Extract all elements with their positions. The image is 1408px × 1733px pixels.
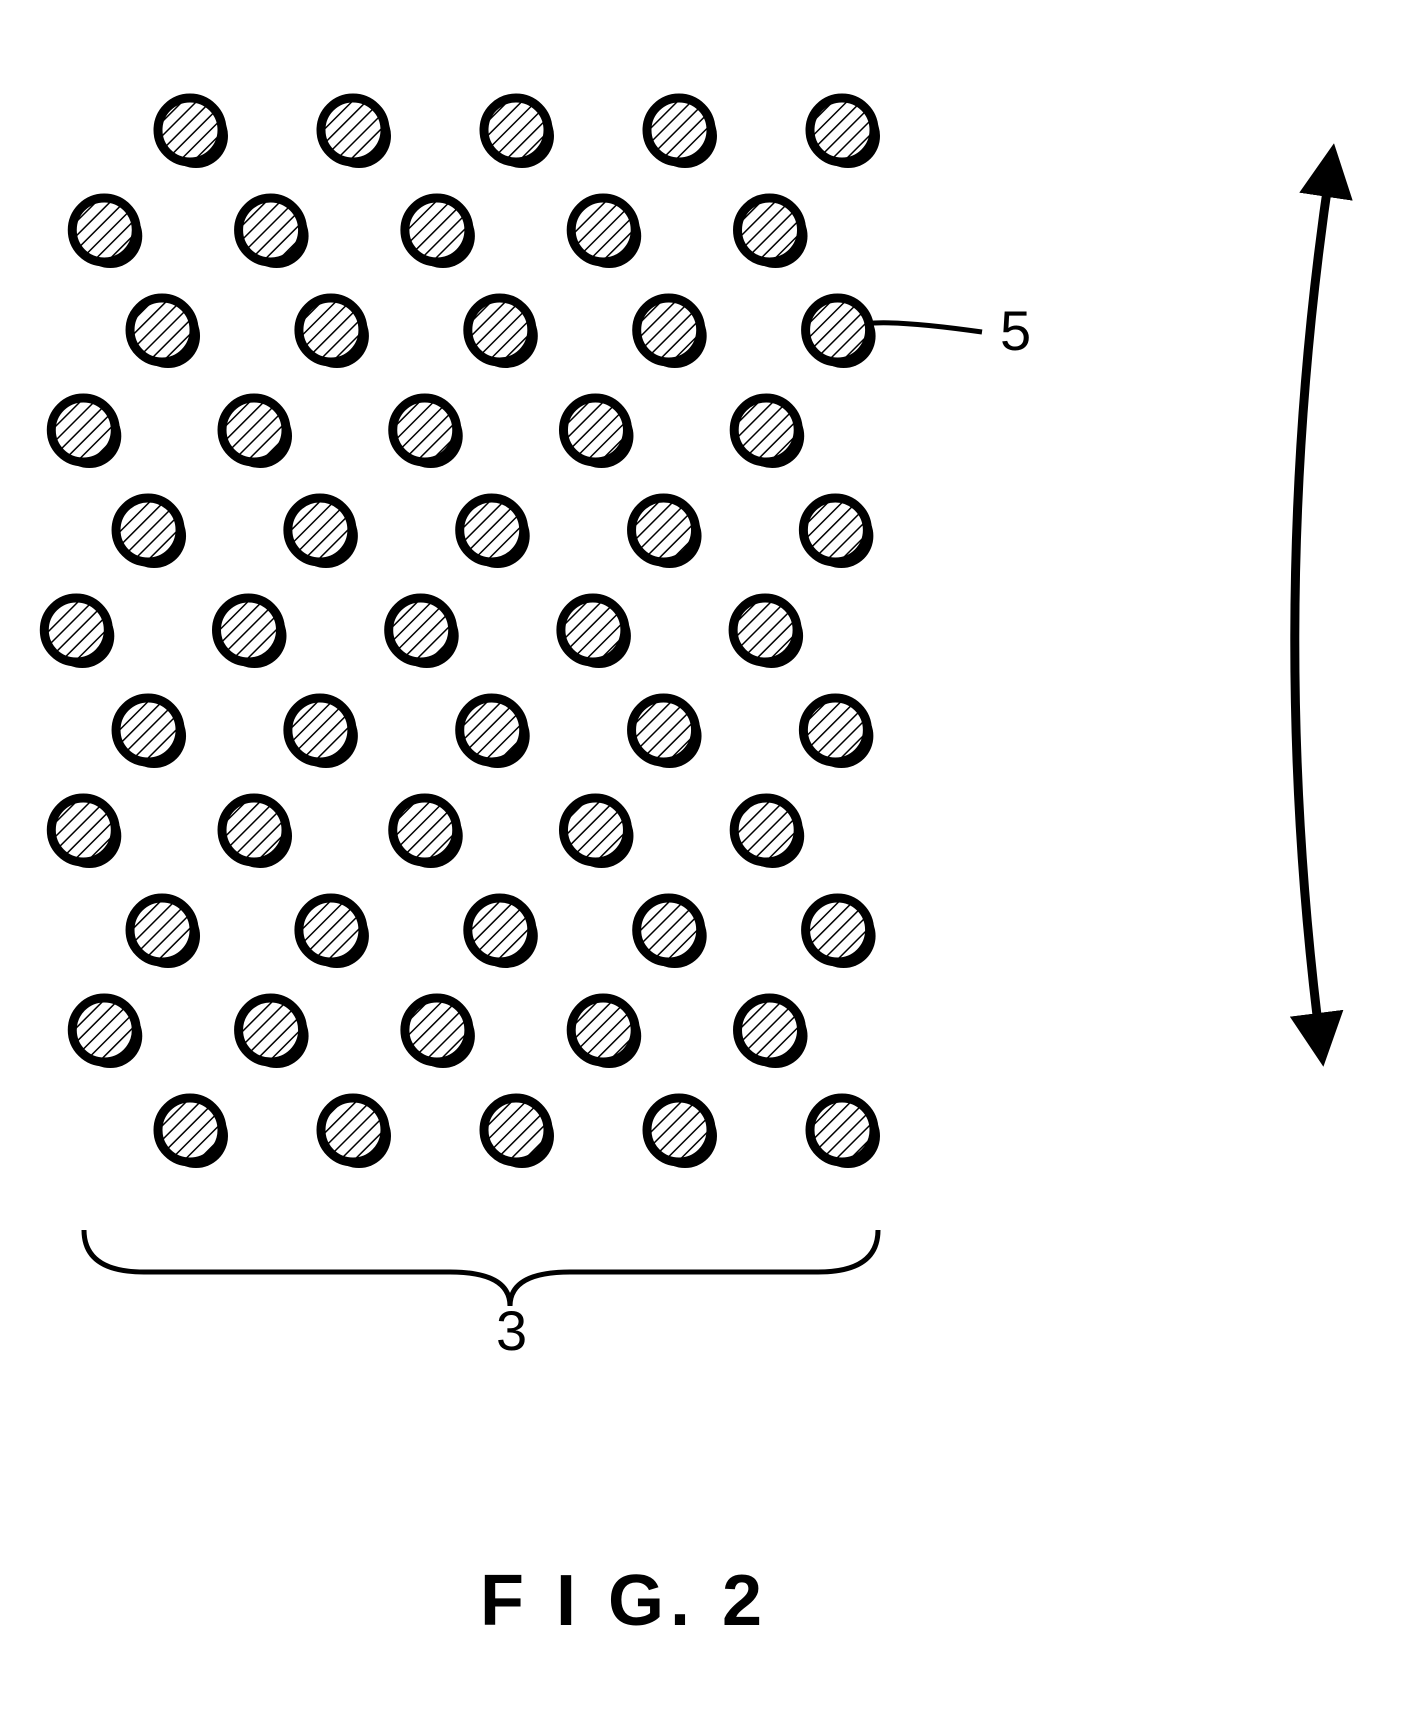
grid-dot [810,1098,874,1162]
grid-dot [116,498,180,562]
grid-dot [130,298,194,362]
grid-dot [405,998,469,1062]
grid-dot [239,998,303,1062]
grid-dot [571,198,635,262]
grid-dot [116,698,180,762]
grid-dot [321,1098,385,1162]
bottom-brace [84,1230,878,1306]
grid-dot [158,98,222,162]
grid-dot [637,298,701,362]
grid-dot [460,498,524,562]
grid-dot [72,198,136,262]
grid-dot [484,98,548,162]
grid-dot [806,898,870,962]
grid-dot [803,698,867,762]
grid-dot [239,198,303,262]
callout-label-5: 5 [1000,299,1031,362]
grid-dot [647,98,711,162]
grid-dot [561,598,625,662]
leader-line-5 [866,323,982,332]
grid-dot [806,298,870,362]
grid-dot [44,598,108,662]
grid-dot [217,598,281,662]
grid-dot [734,398,798,462]
grid-dot [299,898,363,962]
grid-dot [738,998,802,1062]
grid-dot [563,798,627,862]
grid-dot [738,198,802,262]
grid-dot [51,798,115,862]
grid-dot [637,898,701,962]
grid-dot [130,898,194,962]
grid-dot [72,998,136,1062]
grid-dot [321,98,385,162]
grid-dot [222,398,286,462]
grid-dot [468,298,532,362]
grid-dot [632,698,696,762]
grid-dot [733,598,797,662]
grid-dot [288,698,352,762]
grid-dot [299,298,363,362]
grid-dot [632,498,696,562]
grid-dot [810,98,874,162]
grid-dot [51,398,115,462]
grid-dot [389,598,453,662]
callout-label-3: 3 [496,1299,527,1362]
grid-dot [393,798,457,862]
grid-dot [571,998,635,1062]
grid-dot [484,1098,548,1162]
grid-dot [803,498,867,562]
grid-dot [405,198,469,262]
grid-dot [460,698,524,762]
grid-dot [468,898,532,962]
direction-arrow [1295,170,1330,1040]
grid-dot [563,398,627,462]
figure-caption: F I G. 2 [480,1560,768,1642]
grid-dot [222,798,286,862]
grid-dot [734,798,798,862]
grid-dot [288,498,352,562]
grid-dot [647,1098,711,1162]
grid-dot [158,1098,222,1162]
grid-dot [393,398,457,462]
